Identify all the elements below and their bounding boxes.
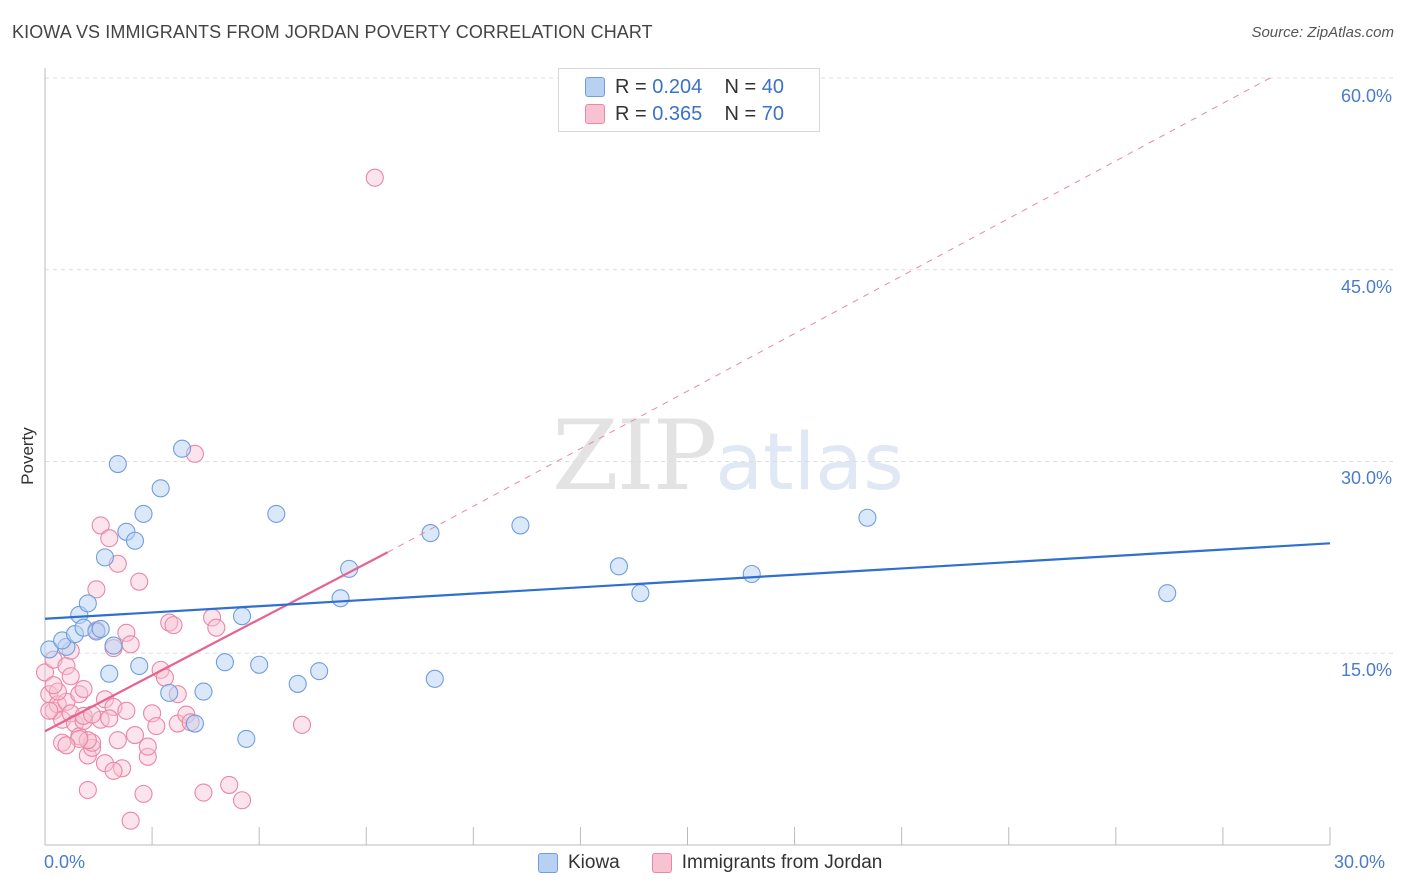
jordan-trend-extrapolation (387, 77, 1271, 553)
jordan-point (61, 667, 80, 686)
kiowa-n-value: 40 (761, 75, 785, 98)
jordan-point (134, 784, 153, 803)
jordan-point (44, 676, 63, 695)
kiowa-point (194, 682, 213, 701)
legend-row-jordan: R = 0.365 N = 70 (585, 102, 784, 126)
kiowa-point (250, 655, 269, 674)
jordan-point (232, 791, 252, 810)
kiowa-trend-line (44, 542, 1331, 620)
jordan-r-value: 0.365 (652, 102, 703, 125)
series-legend: Kiowa Immigrants from Jordan (538, 852, 882, 874)
kiowa-point (421, 524, 440, 543)
kiowa-point (237, 729, 256, 748)
jordan-point (104, 761, 123, 780)
kiowa-point (425, 669, 444, 688)
jordan-point (100, 709, 119, 728)
x-tick-label: 30.0% (1334, 852, 1386, 872)
jordan-point (121, 635, 140, 654)
kiowa-point (160, 683, 179, 702)
watermark: ZIPatlas (552, 400, 904, 512)
kiowa-point (134, 504, 153, 523)
y-tick-label: 45.0% (1340, 277, 1392, 297)
jordan-point (207, 618, 226, 637)
jordan-point (91, 516, 110, 535)
jordan-swatch (585, 104, 605, 124)
kiowa-point (215, 653, 234, 672)
kiowa-point (104, 636, 123, 655)
jordan-point (78, 780, 97, 800)
jordan-point (117, 701, 136, 720)
jordan-legend-swatch (651, 853, 672, 873)
legend-r-label: R = (615, 102, 647, 125)
jordan-point (57, 736, 76, 755)
kiowa-point (151, 479, 170, 498)
legend-n-label: N = (724, 102, 757, 125)
legend-r-label: R = (615, 75, 647, 98)
kiowa-point (78, 594, 97, 613)
source-label: Source: ZipAtlas.com (1251, 24, 1394, 41)
jordan-trend-line (44, 551, 389, 733)
jordan-point (40, 701, 59, 720)
kiowa-point (310, 662, 329, 681)
jordan-point (138, 737, 157, 756)
jordan-point (87, 580, 106, 599)
chart-title: KIOWA VS IMMIGRANTS FROM JORDAN POVERTY … (12, 22, 653, 42)
kiowa-point (1158, 584, 1177, 603)
kiowa-point (331, 589, 350, 608)
kiowa-swatch (585, 77, 605, 97)
jordan-point (35, 663, 55, 682)
watermark-zip: ZIP (552, 400, 717, 512)
kiowa-point (232, 607, 252, 626)
kiowa-point (742, 564, 761, 584)
legend-row-kiowa: R = 0.204 N = 40 (585, 75, 784, 99)
kiowa-point (95, 548, 115, 567)
jordan-n-value: 70 (761, 102, 785, 125)
jordan-point (194, 783, 213, 802)
jordan-point (121, 811, 140, 830)
legend-n-label: N = (724, 75, 757, 98)
kiowa-point (511, 516, 530, 535)
watermark-atlas: atlas (715, 418, 904, 508)
kiowa-point (609, 557, 629, 576)
kiowa-point (130, 656, 149, 676)
kiowa-point (267, 504, 286, 523)
jordan-point (147, 717, 166, 736)
kiowa-point (91, 619, 110, 639)
jordan-point (164, 616, 183, 635)
jordan-point (125, 726, 144, 745)
kiowa-point (185, 714, 204, 733)
y-tick-label: 15.0% (1340, 660, 1392, 680)
jordan-point (138, 747, 157, 766)
jordan-point (108, 731, 127, 750)
kiowa-legend-swatch (538, 853, 558, 873)
y-tick-label: 60.0% (1340, 86, 1392, 106)
kiowa-point (858, 508, 877, 527)
jordan-point (292, 715, 312, 734)
kiowa-r-value: 0.204 (652, 75, 703, 98)
jordan-legend-label: Immigrants from Jordan (681, 852, 883, 873)
correlation-legend: R = 0.204 N = 40 R = 0.365 N = 70 (558, 68, 820, 132)
y-axis-label: Poverty (18, 427, 37, 485)
kiowa-point (100, 664, 119, 683)
jordan-point (100, 529, 119, 548)
kiowa-point (288, 674, 307, 693)
kiowa-point (108, 455, 127, 474)
kiowa-point (173, 439, 192, 458)
jordan-point (117, 623, 136, 642)
jordan-point (220, 775, 239, 794)
jordan-point (74, 679, 93, 699)
x-tick-label: 0.0% (44, 852, 86, 872)
kiowa-point (125, 531, 144, 550)
jordan-point (365, 168, 384, 187)
kiowa-legend-label: Kiowa (568, 852, 620, 873)
jordan-point (130, 572, 149, 591)
y-tick-label: 30.0% (1340, 468, 1392, 488)
kiowa-point (631, 584, 650, 603)
